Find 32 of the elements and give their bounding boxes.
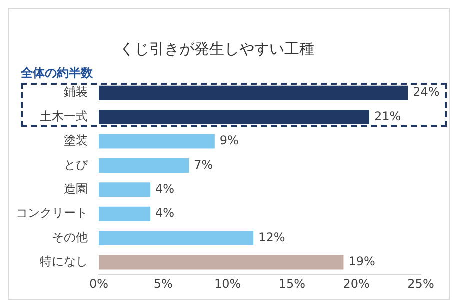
data-label: 4%	[156, 206, 175, 220]
y-tick-label: その他	[52, 230, 88, 244]
bar	[99, 134, 215, 149]
y-tick-label: 土木一式	[40, 109, 88, 124]
bar	[99, 231, 254, 246]
x-tick-label: 10%	[214, 276, 242, 291]
chart-title: くじ引きが発生しやすい工種	[120, 40, 314, 58]
y-tick-label: 造園	[64, 182, 88, 196]
data-label: 12%	[258, 230, 286, 244]
x-tick-label: 20%	[343, 276, 370, 291]
bar	[99, 206, 151, 222]
bar	[99, 86, 408, 100]
x-tick-label: 25%	[408, 276, 434, 291]
data-label: 9%	[220, 134, 239, 148]
x-tick-label: 0%	[89, 276, 109, 291]
bar	[99, 182, 151, 198]
text: 全体の約半数	[21, 65, 93, 82]
data-label: 4%	[156, 182, 175, 196]
bar	[99, 110, 370, 125]
x-tick-label: 5%	[154, 276, 173, 291]
data-label: 7%	[194, 158, 214, 172]
x-tick-label: 15%	[278, 276, 306, 291]
data-label: 24%	[413, 85, 440, 100]
bar	[99, 158, 190, 173]
data-label: 21%	[374, 109, 402, 124]
bar	[99, 255, 344, 270]
y-tick-label: 鋪装	[64, 85, 88, 100]
y-tick-label: 特になし	[40, 254, 88, 269]
data-label: 19%	[348, 254, 376, 269]
y-tick-label: とび	[64, 158, 89, 172]
y-tick-label: 塗装	[64, 134, 88, 148]
y-tick-label: コンクリート	[16, 206, 88, 220]
